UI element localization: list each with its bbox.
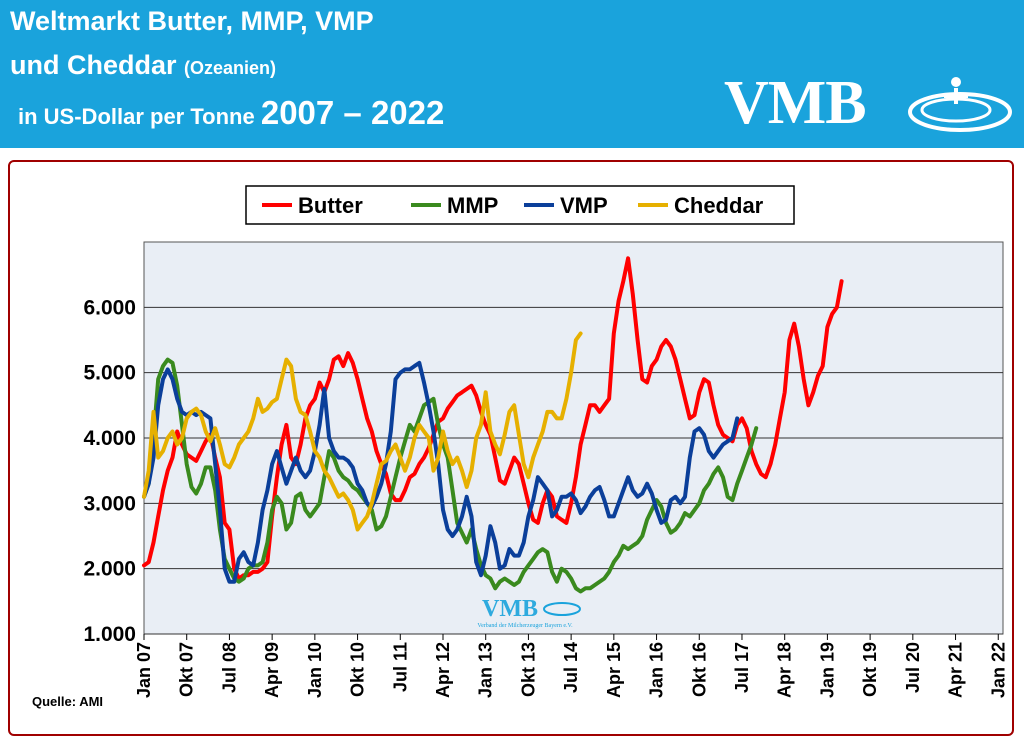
series-line-cheddar [142, 331, 583, 532]
x-tick-label: Jul 20 [903, 642, 923, 693]
x-tick-label: Okt 07 [177, 642, 197, 697]
watermark-subtitle: Verband der Milcherzeuger Bayern e.V. [477, 623, 573, 629]
legend-label-cheddar: Cheddar [674, 193, 764, 218]
title-line-2: und Cheddar (Ozeanien) [10, 50, 276, 81]
series-line-butter [142, 256, 844, 581]
x-tick-label: Okt 10 [348, 642, 368, 697]
y-tick-label: 4.000 [83, 427, 136, 450]
x-tick-label: Apr 15 [604, 642, 624, 698]
legend-label-mmp: MMP [447, 193, 498, 218]
y-tick-label: 3.000 [83, 492, 136, 515]
x-tick-label: Jan 22 [988, 642, 1008, 698]
vmb-logo-text: VMB [724, 69, 867, 137]
header-banner: Weltmarkt Butter, MMP, VMP und Cheddar (… [0, 0, 1024, 148]
y-tick-label: 5.000 [83, 362, 136, 385]
x-tick-label: Jan 13 [476, 642, 496, 698]
vmb-swirl-logo-icon [908, 77, 1012, 132]
legend: Butter MMP VMP Cheddar [245, 185, 795, 225]
legend-label-vmp: VMP [560, 193, 608, 218]
legend-box [245, 185, 795, 225]
x-tick-label: Apr 21 [946, 642, 966, 698]
x-tick-label: Jul 11 [390, 642, 410, 692]
x-tick-label: Jul 14 [561, 642, 581, 693]
legend-label-butter: Butter [298, 193, 363, 218]
title-line-2-region: (Ozeanien) [184, 58, 277, 78]
x-tick-label: Apr 09 [262, 642, 282, 698]
x-tick-label: Jul 08 [219, 642, 239, 693]
x-tick-label: Jan 07 [134, 642, 154, 698]
series-line-vmp [142, 360, 740, 584]
title-line-2-main: und Cheddar [10, 50, 177, 80]
x-tick-label: Apr 12 [433, 642, 453, 698]
y-tick-label: 2.000 [83, 558, 136, 581]
watermark-logo-text: VMB [482, 596, 538, 622]
y-tick-label: 6.000 [83, 296, 136, 319]
x-tick-label: Okt 19 [860, 642, 880, 697]
x-tick-label: Jul 17 [732, 642, 752, 693]
x-tick-label: Okt 13 [518, 642, 538, 697]
title-years: 2007 – 2022 [260, 94, 445, 131]
source-note: Quelle: AMI [32, 694, 104, 709]
x-tick-label: Jan 16 [647, 642, 667, 698]
title-line-1: Weltmarkt Butter, MMP, VMP [10, 6, 374, 36]
y-tick-label: 1.000 [83, 623, 136, 646]
x-tick-label: Apr 18 [775, 642, 795, 698]
x-tick-label: Jan 10 [305, 642, 325, 698]
x-tick-label: Jan 19 [817, 642, 837, 698]
title-unit: in US-Dollar per Tonne [18, 104, 255, 129]
watermark-swirl-icon [543, 602, 581, 616]
x-tick-label: Okt 16 [689, 642, 709, 697]
title-line-3: in US-Dollar per Tonne 2007 – 2022 [18, 94, 444, 132]
